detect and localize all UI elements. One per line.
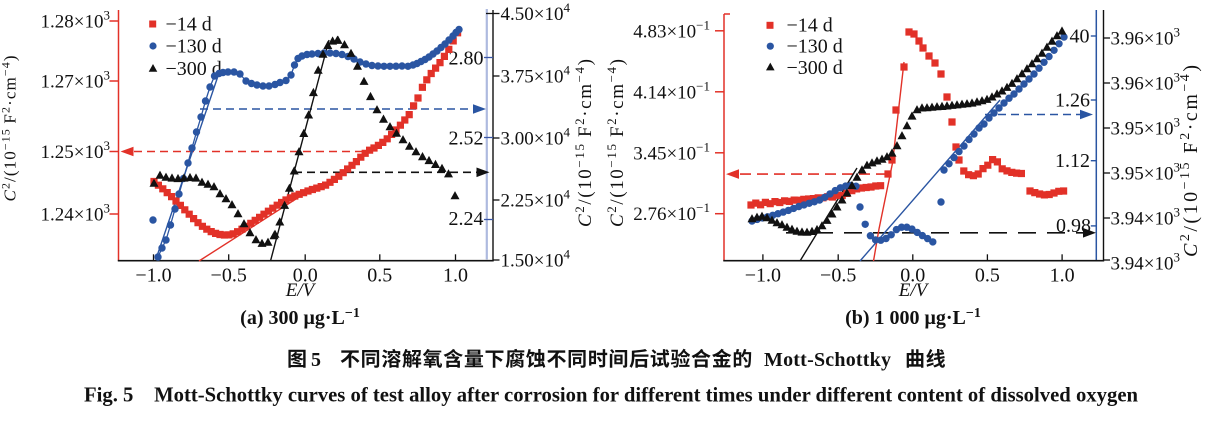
svg-text:1.26: 1.26	[1055, 90, 1090, 112]
svg-text:1.27×103: 1.27×103	[41, 68, 110, 93]
svg-text:−14 d: −14 d	[166, 14, 212, 36]
svg-text:1.24×103: 1.24×103	[41, 201, 110, 226]
svg-text:1.0: 1.0	[1050, 265, 1075, 287]
svg-text:C2/(10−15 F2·cm−4): C2/(10−15 F2·cm−4)	[572, 59, 596, 227]
svg-text:3.96×103: 3.96×103	[1111, 25, 1180, 50]
svg-text:3.94×103: 3.94×103	[1111, 205, 1180, 230]
svg-text:5: 5	[311, 349, 321, 371]
svg-text:−0.5: −0.5	[211, 265, 247, 287]
svg-text:0.5: 0.5	[367, 265, 392, 287]
svg-text:2.24: 2.24	[449, 208, 484, 230]
svg-text:3.00×104: 3.00×104	[501, 125, 571, 150]
svg-text:4.14×10−1: 4.14×10−1	[633, 78, 710, 103]
svg-text:(a) 300 μg·L−1: (a) 300 μg·L−1	[240, 306, 360, 329]
svg-text:0.98: 0.98	[1056, 215, 1091, 237]
svg-text:−300 d: −300 d	[166, 58, 222, 80]
svg-text:−0.5: −0.5	[820, 265, 856, 287]
svg-text:0.0: 0.0	[900, 265, 925, 287]
svg-text:3.94×103: 3.94×103	[1111, 250, 1180, 275]
svg-text:4.83×10−1: 4.83×10−1	[633, 17, 710, 42]
svg-text:4.50×104: 4.50×104	[501, 0, 571, 25]
svg-text:1.28×103: 1.28×103	[41, 8, 110, 33]
svg-text:0.5: 0.5	[975, 265, 1000, 287]
svg-text:2.25×104: 2.25×104	[501, 187, 571, 212]
svg-text:−1.0: −1.0	[135, 265, 171, 287]
svg-text:0.0: 0.0	[293, 265, 318, 287]
svg-text:C2/(10−15 F2·cm−4): C2/(10−15 F2·cm−4)	[0, 56, 20, 202]
svg-text:2.80: 2.80	[449, 48, 484, 70]
svg-text:−14 d: −14 d	[787, 15, 833, 37]
svg-text:3.95×103: 3.95×103	[1111, 115, 1180, 140]
svg-text:40: 40	[1070, 26, 1090, 48]
svg-text:1.0: 1.0	[443, 265, 468, 287]
svg-text:Fig. 5 Mott-Schottky curves o: Fig. 5 Mott-Schottky curves of test allo…	[84, 383, 1138, 407]
svg-text:(b) 1 000 μg·L−1: (b) 1 000 μg·L−1	[845, 306, 981, 329]
svg-text:Mott-Schottky: Mott-Schottky	[764, 349, 891, 371]
svg-text:1.50×104: 1.50×104	[501, 247, 571, 272]
svg-text:−130 d: −130 d	[166, 36, 222, 58]
svg-text:3.75×104: 3.75×104	[501, 63, 571, 88]
svg-text:−130 d: −130 d	[787, 36, 843, 58]
svg-text:3.96×103: 3.96×103	[1111, 70, 1180, 95]
svg-text:1.12: 1.12	[1055, 150, 1090, 172]
svg-text:2.52: 2.52	[449, 127, 484, 149]
svg-text:E/V: E/V	[898, 280, 930, 301]
svg-text:−1.0: −1.0	[745, 265, 781, 287]
svg-text:3.95×103: 3.95×103	[1111, 160, 1180, 185]
svg-text:2.76×10−1: 2.76×10−1	[633, 200, 710, 225]
svg-text:C2/(10−15 F2·cm−4): C2/(10−15 F2·cm−4)	[604, 59, 628, 227]
svg-text:3.45×10−1: 3.45×10−1	[633, 139, 710, 164]
svg-text:E/V: E/V	[285, 280, 317, 301]
svg-text:−300 d: −300 d	[787, 57, 843, 79]
svg-text:1.25×103: 1.25×103	[41, 138, 110, 163]
